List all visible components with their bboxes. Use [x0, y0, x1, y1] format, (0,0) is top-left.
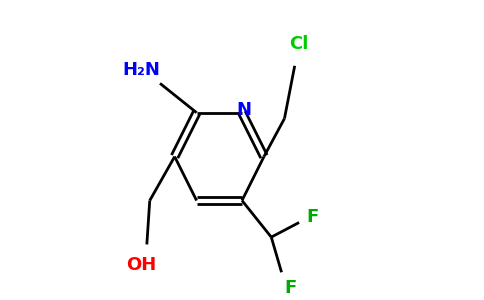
Text: F: F [284, 279, 296, 297]
Text: Cl: Cl [289, 35, 309, 53]
Text: OH: OH [126, 256, 156, 274]
Text: F: F [306, 208, 318, 226]
Text: H₂N: H₂N [122, 61, 160, 79]
Text: N: N [237, 101, 252, 119]
